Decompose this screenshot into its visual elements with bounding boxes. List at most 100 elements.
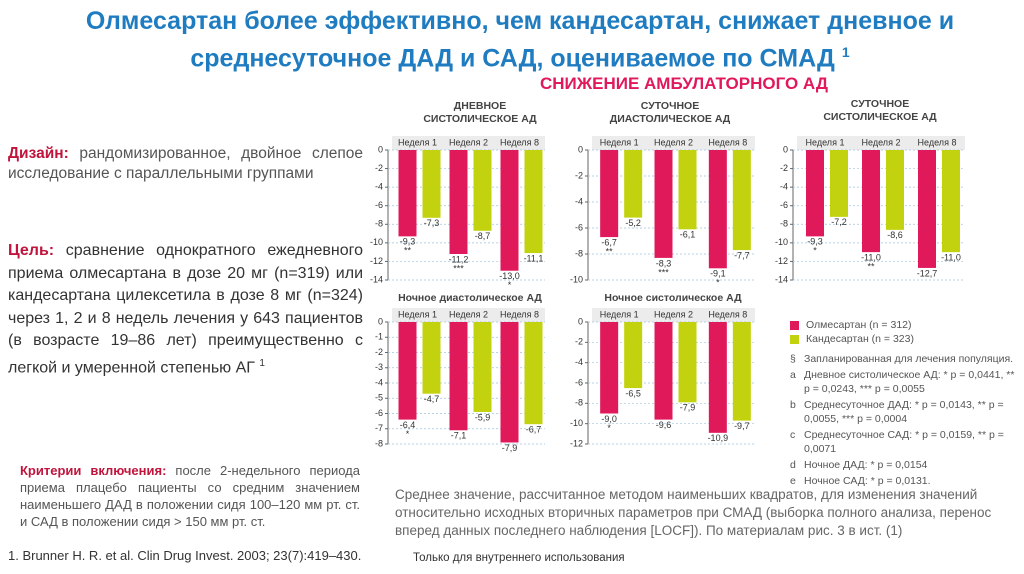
y-tick-label: -8 [780, 219, 788, 229]
y-tick-label: -7 [375, 423, 383, 433]
bar [398, 322, 417, 420]
value-label: -12,7 [917, 268, 938, 278]
y-tick-label: -6 [375, 408, 383, 418]
title-text: Олмесартан более эффективно, чем кандеса… [85, 7, 955, 73]
chart-title: Ночное систолическое АД [604, 292, 742, 304]
bar [500, 150, 519, 271]
bar [918, 150, 936, 268]
note-marker: b [790, 399, 796, 411]
legend: Олмесартан (n = 312) Кандесартан (n = 323… [790, 318, 1020, 488]
header-strip [592, 136, 755, 150]
bar [398, 150, 417, 237]
value-label: -9,0 [601, 414, 617, 424]
note: a Дневное систолическое АД: * p = 0,0441,… [790, 368, 1020, 396]
goal-text: сравнение однократного ежедневного прием… [8, 242, 363, 376]
y-tick-label: -14 [370, 274, 383, 284]
chart-title: СУТОЧНОЕ СИСТОЛИЧЕСКОЕ АД [823, 98, 937, 123]
x-tick-label: Неделя 2 [654, 309, 693, 319]
bar [473, 150, 492, 231]
legend-label: Олмесартан (n = 312) [806, 319, 912, 331]
value-label: -8,7 [475, 231, 491, 241]
significance: ** [606, 246, 614, 256]
y-tick-label: -4 [575, 196, 583, 206]
value-label: -6,4 [400, 420, 416, 430]
bar [500, 322, 519, 443]
y-tick-label: -12 [570, 438, 583, 448]
y-tick-label: -8 [375, 219, 383, 229]
significance: * [508, 280, 512, 290]
bar [678, 322, 697, 403]
chart-title: СУТОЧНОЕ ДИАСТОЛИЧЕСКОЕ АД [609, 100, 731, 125]
significance: * [813, 246, 817, 256]
y-tick-label: -6 [375, 200, 383, 210]
value-label: -6,7 [601, 237, 617, 247]
x-tick-label: Неделя 1 [600, 137, 639, 147]
value-label: -11,1 [524, 253, 544, 263]
y-tick-label: -3 [375, 362, 383, 372]
value-label: -5,2 [625, 218, 641, 228]
bar [732, 322, 751, 421]
significance: *** [453, 263, 464, 273]
note: c Среднесуточное САД: * p = 0,0159, ** p … [790, 428, 1020, 456]
bar [624, 322, 643, 389]
criteria: Критерии включения: после 2-недельного п… [20, 462, 360, 530]
legend-swatch [790, 320, 799, 330]
significance: * [716, 278, 720, 288]
note-marker: e [790, 475, 796, 487]
bar [422, 322, 441, 394]
note: § Запланированная для лечения популяция. [790, 352, 1020, 366]
x-tick-label: Неделя 8 [500, 309, 539, 319]
note-text: Запланированная для лечения популяция. [804, 353, 1014, 365]
note-marker: c [790, 429, 796, 441]
chart-title: ДНЕВНОЕ СИСТОЛИЧЕСКОЕ АД [423, 100, 537, 125]
significance: * [406, 429, 410, 439]
value-label: -9,3 [400, 237, 416, 247]
y-tick-label: -10 [570, 418, 583, 428]
value-label: -11,0 [941, 253, 961, 263]
chart-title: Ночное диастолическое АД [398, 292, 542, 304]
bar [830, 150, 848, 217]
value-label: -9,3 [807, 237, 823, 247]
note-text: Среднесуточное ДАД: * p = 0,0143, ** p =… [804, 399, 1004, 425]
x-tick-label: Неделя 1 [806, 137, 845, 147]
x-tick-label: Неделя 8 [708, 137, 747, 147]
bar [942, 150, 960, 253]
value-label: -8,6 [887, 230, 903, 240]
y-tick-label: 0 [378, 316, 383, 326]
y-tick-label: -8 [575, 398, 583, 408]
bar [422, 150, 441, 218]
legend-swatch [790, 334, 799, 344]
value-label: -10,9 [708, 433, 729, 443]
bar [654, 322, 673, 420]
y-tick-label: -8 [575, 248, 583, 258]
bar [624, 150, 643, 218]
design-label: Дизайн: [8, 145, 69, 162]
y-tick-label: -10 [570, 274, 583, 284]
value-label: -5,9 [475, 412, 491, 422]
x-tick-label: Неделя 2 [449, 137, 488, 147]
value-label: -7,2 [831, 217, 847, 227]
header-strip [392, 136, 545, 150]
y-tick-label: -4 [375, 182, 383, 192]
bar [862, 150, 880, 253]
y-tick-label: -6 [780, 200, 788, 210]
bar [600, 322, 619, 414]
note-text: Ночное ДАД: * p = 0,0154 [804, 459, 928, 471]
goal: Цель: сравнение однократного ежедневного… [8, 240, 363, 379]
bar [524, 150, 543, 254]
value-label: -4,7 [424, 394, 440, 404]
value-label: -11,0 [861, 253, 881, 263]
legend-item: Кандесартан (n = 323) [790, 332, 1020, 346]
note-marker: a [790, 369, 796, 381]
x-tick-label: Неделя 2 [862, 137, 901, 147]
design-text: рандомизированное, двойное слепое исслед… [8, 145, 363, 182]
description: Среднее значение, рассчитанное методом н… [395, 487, 992, 538]
bar [678, 150, 697, 230]
note: e Ночное САД: * p = 0,0131. [790, 474, 1020, 488]
bar [708, 322, 727, 433]
value-label: -7,1 [451, 431, 467, 441]
internal-note: Только для внутреннего использования [413, 552, 625, 564]
value-label: -7,3 [424, 218, 440, 228]
y-tick-label: -12 [370, 256, 383, 266]
